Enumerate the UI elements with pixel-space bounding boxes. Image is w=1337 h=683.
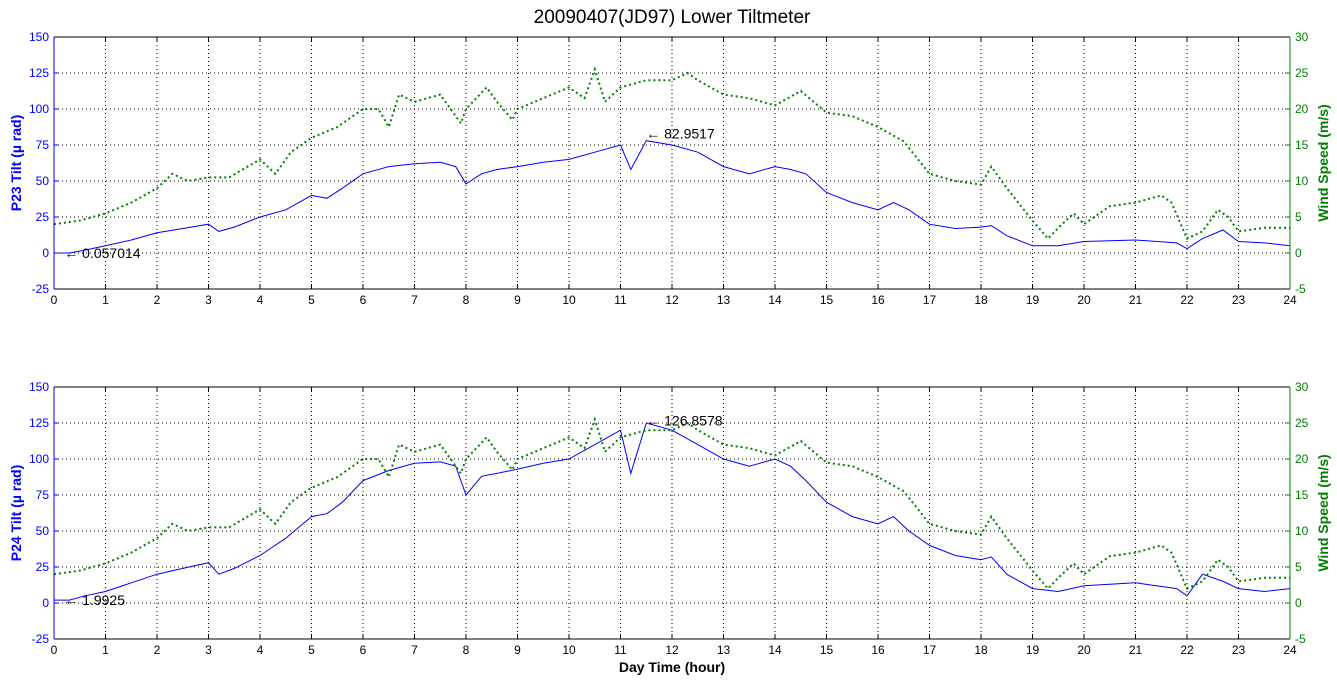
value-annotation: ← 82.9517 xyxy=(646,126,715,142)
x-tick-label: 3 xyxy=(205,293,212,307)
x-tick-label: 9 xyxy=(514,643,521,657)
y-tick-label: 150 xyxy=(29,30,49,44)
x-tick-label: 0 xyxy=(51,643,58,657)
x-tick-label: 12 xyxy=(665,643,679,657)
y2-tick-label: 20 xyxy=(1295,102,1309,116)
y-tick-label: 75 xyxy=(36,138,50,152)
y2-tick-label: 25 xyxy=(1295,416,1309,430)
y2-axis-label: Wind Speed (m/s) xyxy=(1315,454,1331,571)
x-tick-label: 0 xyxy=(51,293,58,307)
x-tick-label: 15 xyxy=(820,293,834,307)
x-tick-label: 24 xyxy=(1283,293,1297,307)
y-tick-label: 125 xyxy=(29,66,49,80)
x-tick-label: 10 xyxy=(562,643,576,657)
value-annotation: ← 126.8578 xyxy=(646,412,722,428)
x-tick-label: 9 xyxy=(514,293,521,307)
x-tick-label: 11 xyxy=(614,293,627,307)
y2-tick-label: 30 xyxy=(1295,30,1309,44)
y-tick-label: 100 xyxy=(29,102,49,116)
value-annotation: ← 0.057014 xyxy=(64,245,140,261)
value-annotation: ← 1.9925 xyxy=(64,592,125,608)
x-tick-label: 24 xyxy=(1283,643,1297,657)
x-tick-label: 7 xyxy=(411,293,418,307)
y-tick-label: 25 xyxy=(36,210,50,224)
x-tick-label: 18 xyxy=(974,293,988,307)
y2-axis-label: Wind Speed (m/s) xyxy=(1315,104,1331,221)
y2-tick-label: 10 xyxy=(1295,174,1309,188)
x-tick-label: 16 xyxy=(871,293,885,307)
x-tick-label: 6 xyxy=(360,293,367,307)
x-tick-label: 17 xyxy=(923,293,937,307)
x-tick-label: 23 xyxy=(1232,643,1246,657)
y2-tick-label: -5 xyxy=(1295,632,1306,646)
y-tick-label: 100 xyxy=(29,452,49,466)
y-tick-label: -25 xyxy=(32,632,50,646)
y-tick-label: 50 xyxy=(36,174,50,188)
x-tick-label: 2 xyxy=(154,293,161,307)
plot-area xyxy=(54,37,1290,289)
y-axis-label: P23 Tilt (µ rad) xyxy=(8,115,24,212)
y-tick-label: 0 xyxy=(42,596,49,610)
x-tick-label: 22 xyxy=(1180,293,1194,307)
x-tick-label: 13 xyxy=(717,293,731,307)
x-tick-label: 8 xyxy=(463,293,470,307)
y2-tick-label: 0 xyxy=(1295,596,1302,610)
x-tick-label: 8 xyxy=(463,643,470,657)
x-tick-label: 22 xyxy=(1180,643,1194,657)
x-tick-label: 1 xyxy=(102,643,109,657)
y-tick-label: 75 xyxy=(36,488,50,502)
x-tick-label: 21 xyxy=(1129,293,1143,307)
x-tick-label: 3 xyxy=(205,643,212,657)
panel-2: 0 1 2 3 4 5 6 7 8 9 10 11 12 13 14 15 16 17 18 19 20 21 22 23 24… xyxy=(8,380,1331,675)
x-tick-label: 4 xyxy=(257,643,264,657)
x-tick-label: 20 xyxy=(1077,293,1091,307)
y-tick-label: 0 xyxy=(42,246,49,260)
y-axis-label: P24 Tilt (µ rad) xyxy=(8,465,24,562)
x-tick-label: 5 xyxy=(308,293,315,307)
x-tick-label: 4 xyxy=(257,293,264,307)
x-tick-label: 5 xyxy=(308,643,315,657)
x-tick-label: 14 xyxy=(768,643,782,657)
y2-tick-label: 5 xyxy=(1295,560,1302,574)
y2-tick-label: -5 xyxy=(1295,282,1306,296)
x-tick-label: 16 xyxy=(871,643,885,657)
figure-title: 20090407(JD97) Lower Tiltmeter xyxy=(534,7,811,28)
x-tick-label: 23 xyxy=(1232,293,1246,307)
y2-tick-label: 5 xyxy=(1295,210,1302,224)
x-tick-label: 13 xyxy=(717,643,731,657)
x-tick-label: 10 xyxy=(562,293,576,307)
y-tick-label: -25 xyxy=(32,282,50,296)
plot-area xyxy=(54,387,1290,639)
panel-1: 0 1 2 3 4 5 6 7 8 9 10 11 12 13 14 15 16 17 18 19 20 21 22 23 24… xyxy=(8,30,1331,307)
x-tick-label: 14 xyxy=(768,293,782,307)
y2-tick-label: 20 xyxy=(1295,452,1309,466)
x-tick-label: 19 xyxy=(1026,293,1040,307)
x-tick-label: 6 xyxy=(360,643,367,657)
y2-tick-label: 15 xyxy=(1295,488,1309,502)
x-tick-label: 7 xyxy=(411,643,418,657)
x-tick-label: 17 xyxy=(923,643,937,657)
x-tick-label: 12 xyxy=(665,293,679,307)
y-tick-label: 150 xyxy=(29,380,49,394)
y2-tick-label: 0 xyxy=(1295,246,1302,260)
y2-tick-label: 30 xyxy=(1295,380,1309,394)
x-tick-label: 15 xyxy=(820,643,834,657)
y-tick-label: 50 xyxy=(36,524,50,538)
x-tick-label: 20 xyxy=(1077,643,1091,657)
x-tick-label: 21 xyxy=(1129,643,1143,657)
y2-tick-label: 15 xyxy=(1295,138,1309,152)
x-tick-label: 1 xyxy=(102,293,109,307)
y2-tick-label: 10 xyxy=(1295,524,1309,538)
x-tick-label: 11 xyxy=(614,643,627,657)
tilt-series-line xyxy=(54,422,1291,601)
tilt-series-line xyxy=(54,140,1291,254)
y2-tick-label: 25 xyxy=(1295,66,1309,80)
y-tick-label: 25 xyxy=(36,560,50,574)
x-tick-label: 2 xyxy=(154,643,161,657)
y-tick-label: 125 xyxy=(29,416,49,430)
x-tick-label: 18 xyxy=(974,643,988,657)
x-axis-label: Day Time (hour) xyxy=(619,659,725,675)
x-tick-label: 19 xyxy=(1026,643,1040,657)
